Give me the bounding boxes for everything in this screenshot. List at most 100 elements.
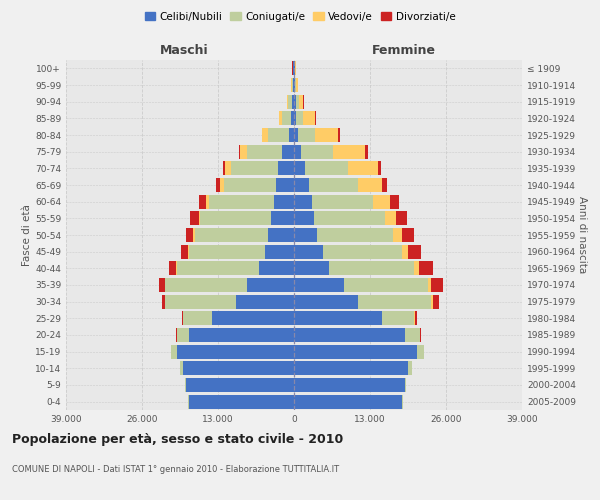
- Y-axis label: Anni di nascita: Anni di nascita: [577, 196, 587, 274]
- Bar: [177, 261, 259, 276]
- Bar: [283, 112, 291, 126]
- Bar: [323, 244, 402, 259]
- Bar: [294, 228, 317, 242]
- Bar: [358, 294, 431, 308]
- Bar: [294, 94, 296, 109]
- Bar: [329, 261, 414, 276]
- Bar: [199, 194, 206, 209]
- Bar: [294, 394, 402, 409]
- Bar: [177, 328, 189, 342]
- Bar: [294, 311, 382, 326]
- Bar: [236, 294, 294, 308]
- Bar: [296, 78, 298, 92]
- Bar: [287, 94, 288, 109]
- Bar: [294, 261, 329, 276]
- Text: Popolazione per età, sesso e stato civile - 2010: Popolazione per età, sesso e stato civil…: [12, 432, 343, 446]
- Bar: [428, 278, 431, 292]
- Bar: [294, 328, 405, 342]
- Bar: [349, 162, 377, 175]
- Bar: [171, 344, 177, 359]
- Bar: [294, 128, 298, 142]
- Bar: [169, 261, 176, 276]
- Bar: [394, 228, 402, 242]
- Bar: [262, 128, 268, 142]
- Bar: [247, 144, 283, 159]
- Bar: [294, 194, 311, 209]
- Bar: [162, 294, 165, 308]
- Bar: [186, 378, 294, 392]
- Bar: [291, 112, 294, 126]
- Bar: [419, 261, 433, 276]
- Bar: [289, 128, 294, 142]
- Bar: [294, 361, 408, 376]
- Bar: [239, 144, 240, 159]
- Bar: [278, 162, 294, 175]
- Bar: [292, 94, 294, 109]
- Bar: [382, 178, 387, 192]
- Bar: [224, 178, 277, 192]
- Bar: [206, 194, 209, 209]
- Bar: [212, 311, 294, 326]
- Bar: [185, 378, 186, 392]
- Bar: [414, 261, 419, 276]
- Bar: [344, 278, 428, 292]
- Bar: [292, 78, 293, 92]
- Bar: [304, 112, 315, 126]
- Bar: [231, 162, 278, 175]
- Bar: [268, 228, 294, 242]
- Legend: Celibi/Nubili, Coniugati/e, Vedovi/e, Divorziati/e: Celibi/Nubili, Coniugati/e, Vedovi/e, Di…: [140, 8, 460, 26]
- Bar: [220, 178, 224, 192]
- Bar: [296, 112, 304, 126]
- Bar: [268, 128, 289, 142]
- Bar: [293, 78, 294, 92]
- Bar: [408, 361, 412, 376]
- Text: Maschi: Maschi: [160, 44, 209, 57]
- Bar: [305, 162, 349, 175]
- Bar: [188, 244, 189, 259]
- Bar: [317, 228, 394, 242]
- Bar: [189, 328, 294, 342]
- Bar: [308, 178, 358, 192]
- Bar: [385, 211, 397, 226]
- Bar: [182, 311, 183, 326]
- Bar: [296, 94, 299, 109]
- Bar: [277, 178, 294, 192]
- Bar: [271, 211, 294, 226]
- Bar: [382, 311, 414, 326]
- Bar: [240, 144, 247, 159]
- Bar: [314, 211, 385, 226]
- Bar: [199, 211, 200, 226]
- Bar: [295, 78, 296, 92]
- Y-axis label: Fasce di età: Fasce di età: [22, 204, 32, 266]
- Bar: [200, 211, 271, 226]
- Bar: [166, 294, 236, 308]
- Bar: [181, 244, 188, 259]
- Text: COMUNE DI NAPOLI - Dati ISTAT 1° gennaio 2010 - Elaborazione TUTTITALIA.IT: COMUNE DI NAPOLI - Dati ISTAT 1° gennaio…: [12, 466, 339, 474]
- Bar: [215, 178, 220, 192]
- Bar: [299, 94, 304, 109]
- Bar: [333, 144, 365, 159]
- Bar: [402, 228, 414, 242]
- Bar: [415, 311, 417, 326]
- Bar: [183, 311, 212, 326]
- Bar: [274, 194, 294, 209]
- Bar: [223, 162, 225, 175]
- Bar: [166, 278, 247, 292]
- Bar: [190, 211, 199, 226]
- Bar: [247, 278, 294, 292]
- Bar: [294, 244, 323, 259]
- Bar: [391, 194, 399, 209]
- Bar: [294, 78, 295, 92]
- Bar: [420, 328, 421, 342]
- Bar: [408, 244, 421, 259]
- Bar: [294, 211, 314, 226]
- Bar: [265, 244, 294, 259]
- Bar: [402, 244, 408, 259]
- Bar: [194, 228, 268, 242]
- Bar: [288, 94, 292, 109]
- Bar: [358, 178, 382, 192]
- Bar: [397, 211, 407, 226]
- Bar: [283, 144, 294, 159]
- Bar: [259, 261, 294, 276]
- Bar: [225, 162, 231, 175]
